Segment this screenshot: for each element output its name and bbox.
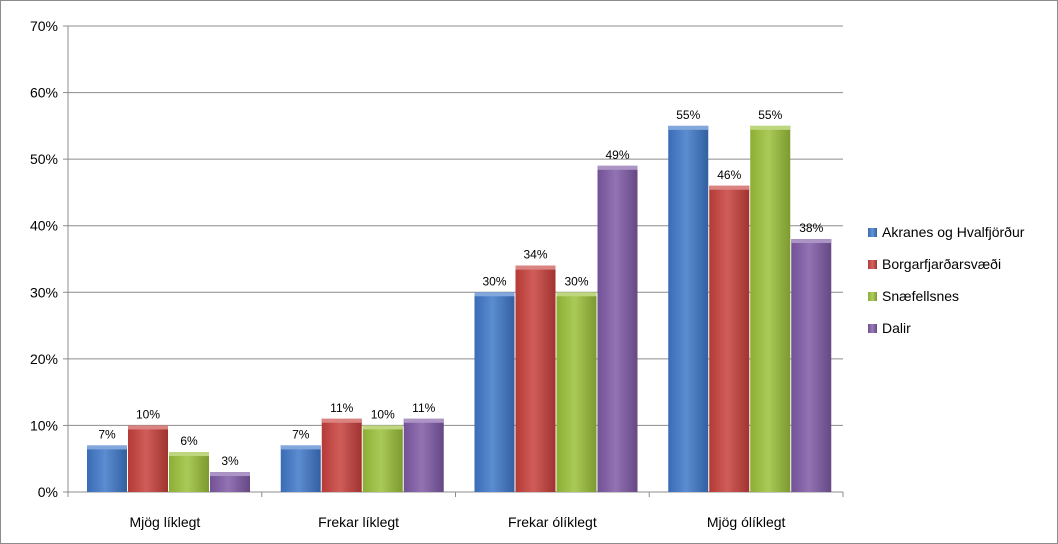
data-label: 30% <box>482 274 506 288</box>
bar <box>791 239 832 492</box>
bar-top-highlight <box>169 452 209 457</box>
bar-top-highlight <box>403 418 444 423</box>
legend-item-borgarfjordur: Borgarfjarðarsvæði <box>868 252 1024 276</box>
bar-top-highlight <box>280 445 321 450</box>
legend-swatch-akranes <box>868 227 877 237</box>
data-label: 38% <box>799 221 823 235</box>
y-tick-label: 10% <box>30 417 58 433</box>
bar-top-highlight <box>87 445 127 450</box>
legend-label-dalir: Dalir <box>882 320 911 336</box>
bar-top-highlight <box>515 265 556 270</box>
legend-swatch-dalir <box>868 323 877 333</box>
data-label: 55% <box>758 108 782 122</box>
y-tick-label: 60% <box>30 85 58 101</box>
bar <box>128 425 168 492</box>
data-label: 7% <box>292 427 310 441</box>
bar <box>597 165 638 493</box>
legend-item-snaefellsnes: Snæfellsnes <box>868 284 1024 308</box>
data-label: 49% <box>605 148 629 162</box>
y-tick-label: 30% <box>30 284 58 300</box>
data-label: 10% <box>371 407 395 421</box>
bar <box>556 292 597 492</box>
bar-top-highlight <box>556 292 597 297</box>
bar <box>403 418 444 492</box>
data-label: 34% <box>523 248 547 262</box>
bar-top-highlight <box>709 185 750 190</box>
x-tick-label: Frekar líklegt <box>318 514 399 530</box>
bar <box>169 452 209 492</box>
bar-top-highlight <box>597 165 638 170</box>
bar-top-highlight <box>128 425 168 430</box>
bar <box>362 425 403 492</box>
data-label: 11% <box>330 401 353 415</box>
legend-swatch-snaefellsnes <box>868 291 877 301</box>
bar <box>210 472 250 492</box>
legend-label-borgarfjordur: Borgarfjarðarsvæði <box>882 256 1002 272</box>
data-label: 30% <box>564 274 588 288</box>
y-tick-label: 70% <box>30 18 58 34</box>
bar <box>474 292 515 492</box>
bar-top-highlight <box>321 418 362 423</box>
bar <box>87 445 127 492</box>
y-tick-label: 20% <box>30 351 58 367</box>
data-label: 55% <box>676 108 700 122</box>
data-label: 6% <box>180 434 198 448</box>
bar <box>280 445 321 492</box>
x-tick-label: Mjög ólíklegt <box>707 514 786 530</box>
legend-item-akranes: Akranes og Hvalfjörður <box>868 220 1024 244</box>
data-label: 3% <box>221 454 239 468</box>
bar <box>709 185 750 492</box>
data-label: 46% <box>717 168 741 182</box>
legend-label-akranes: Akranes og Hvalfjörður <box>882 224 1025 240</box>
bar <box>321 418 362 492</box>
chart-legend: Akranes og Hvalfjörður Borgarfjarðarsvæð… <box>868 220 1024 348</box>
bar-top-highlight <box>210 472 250 477</box>
x-tick-label: Frekar ólíklegt <box>508 514 597 530</box>
legend-swatch-borgarfjordur <box>868 259 877 269</box>
y-tick-label: 50% <box>30 151 58 167</box>
data-label: 11% <box>412 401 435 415</box>
bar <box>750 125 791 492</box>
legend-item-dalir: Dalir <box>868 316 1024 340</box>
bar <box>515 265 556 492</box>
x-tick-label: Mjög líklegt <box>129 514 200 530</box>
bar-top-highlight <box>474 292 515 297</box>
y-tick-label: 40% <box>30 218 58 234</box>
bar-top-highlight <box>668 125 709 130</box>
bar-top-highlight <box>791 239 832 244</box>
bar-top-highlight <box>750 125 791 130</box>
legend-label-snaefellsnes: Snæfellsnes <box>882 288 960 304</box>
bar-top-highlight <box>362 425 403 430</box>
y-tick-label: 0% <box>38 484 58 500</box>
data-label: 10% <box>136 407 160 421</box>
bar <box>668 125 709 492</box>
data-label: 7% <box>98 427 116 441</box>
